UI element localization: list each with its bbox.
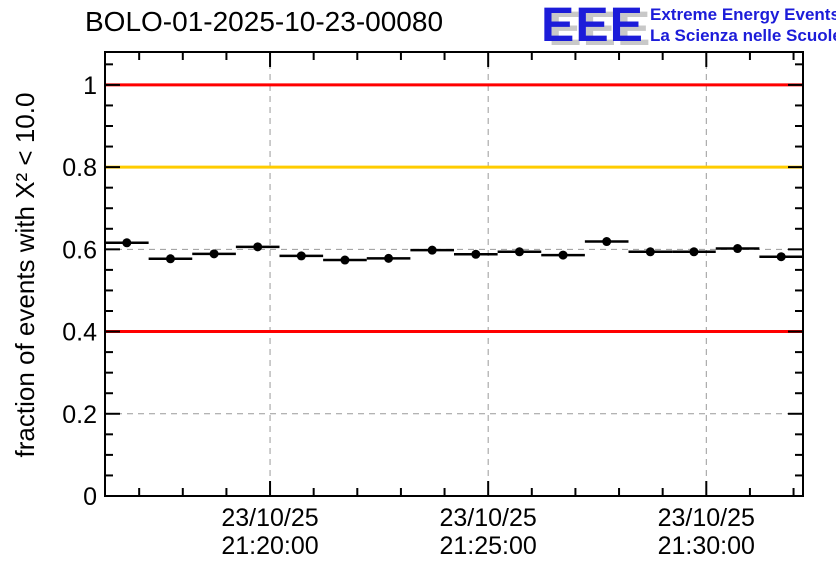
data-point bbox=[296, 251, 306, 261]
data-point bbox=[340, 255, 350, 265]
data-point bbox=[471, 249, 481, 259]
eee-tagline-italian: La Scienza nelle Scuole bbox=[650, 26, 836, 45]
y-tick-label: 0.2 bbox=[62, 401, 97, 429]
x-tick-label-date: 23/10/25 bbox=[221, 504, 318, 532]
x-tick-label-time: 21:20:00 bbox=[221, 532, 318, 560]
data-point bbox=[602, 237, 612, 247]
data-point bbox=[689, 247, 699, 257]
data-point bbox=[253, 242, 263, 252]
y-axis-title: fraction of events with X² < 10.0 bbox=[10, 92, 40, 458]
plot-frame bbox=[104, 51, 804, 497]
y-tick-label: 0.6 bbox=[62, 236, 97, 264]
data-point bbox=[427, 245, 437, 255]
x-tick-label-date: 23/10/25 bbox=[658, 504, 755, 532]
x-tick-label-time: 21:30:00 bbox=[658, 532, 755, 560]
data-point bbox=[122, 238, 132, 248]
y-tick-label: 1 bbox=[83, 72, 97, 100]
y-tick-label: 0 bbox=[83, 483, 97, 511]
y-tick-label: 0.4 bbox=[62, 319, 97, 347]
page-title: BOLO-01-2025-10-23-00080 bbox=[85, 6, 444, 37]
eee-tagline-english: Extreme Energy Events bbox=[650, 5, 836, 24]
data-point bbox=[558, 250, 568, 260]
y-tick-label: 0.8 bbox=[62, 154, 97, 182]
data-point bbox=[645, 247, 655, 257]
data-point bbox=[384, 253, 394, 263]
x-tick-label-date: 23/10/25 bbox=[440, 504, 537, 532]
data-point bbox=[776, 252, 786, 262]
x-tick-label-time: 21:25:00 bbox=[440, 532, 537, 560]
data-point bbox=[209, 249, 219, 259]
eee-logo-taglines: Extreme Energy Events La Scienza nelle S… bbox=[650, 4, 836, 46]
eee-logo: EEE bbox=[541, 0, 645, 52]
data-point bbox=[514, 247, 524, 257]
data-point bbox=[165, 254, 175, 264]
data-point bbox=[733, 244, 743, 254]
